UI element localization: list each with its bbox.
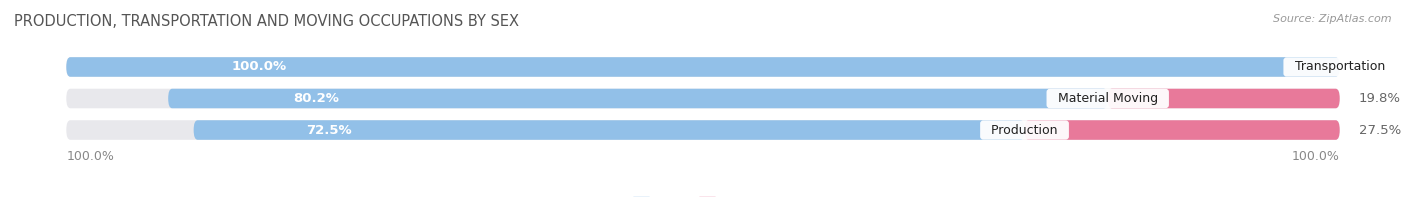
FancyBboxPatch shape <box>66 57 1340 77</box>
FancyBboxPatch shape <box>66 120 1340 140</box>
FancyBboxPatch shape <box>1108 89 1340 108</box>
Text: 80.2%: 80.2% <box>294 92 339 105</box>
Text: Production: Production <box>983 124 1066 137</box>
Text: Transportation: Transportation <box>1286 60 1393 73</box>
FancyBboxPatch shape <box>169 89 1108 108</box>
FancyBboxPatch shape <box>1025 120 1340 140</box>
Text: 72.5%: 72.5% <box>307 124 352 137</box>
Text: 100.0%: 100.0% <box>66 150 114 163</box>
FancyBboxPatch shape <box>66 57 1340 77</box>
Text: 19.8%: 19.8% <box>1358 92 1400 105</box>
Text: Material Moving: Material Moving <box>1050 92 1166 105</box>
FancyBboxPatch shape <box>194 120 1025 140</box>
Legend: Male, Female: Male, Female <box>627 191 779 197</box>
Text: PRODUCTION, TRANSPORTATION AND MOVING OCCUPATIONS BY SEX: PRODUCTION, TRANSPORTATION AND MOVING OC… <box>14 14 519 29</box>
Text: Source: ZipAtlas.com: Source: ZipAtlas.com <box>1274 14 1392 24</box>
Text: 100.0%: 100.0% <box>232 60 287 73</box>
Text: 100.0%: 100.0% <box>1292 150 1340 163</box>
FancyBboxPatch shape <box>66 89 1340 108</box>
Text: 27.5%: 27.5% <box>1358 124 1400 137</box>
